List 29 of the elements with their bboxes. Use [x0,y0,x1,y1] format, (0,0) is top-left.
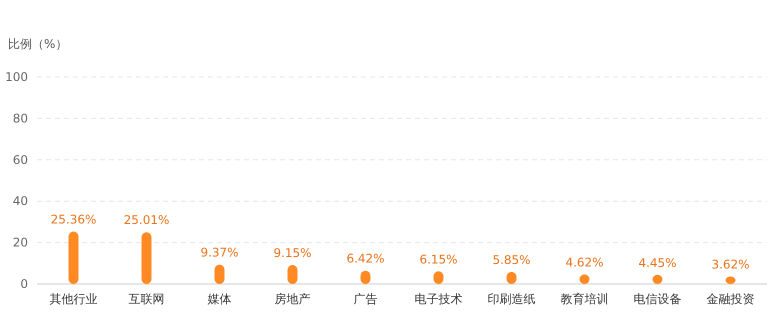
y-tick-label: 40 [12,194,28,208]
x-tick-label: 互联网 [128,292,164,306]
data-label: 9.37% [200,246,239,260]
data-label: 4.45% [638,256,677,270]
x-tick-label: 教育培训 [560,292,608,306]
x-tick-label: 电信设备 [634,292,682,306]
x-tick-label: 金融投资 [706,292,754,306]
data-label: 5.85% [492,252,531,267]
y-tick-label: 0 [20,277,28,291]
data-label: 25.01% [124,213,170,228]
y-tick-label: 60 [12,152,28,167]
x-tick-label: 房地产 [274,292,310,306]
data-label: 4.62% [565,255,604,270]
x-tick-label: 印刷造纸 [488,292,536,306]
x-tick-label: 其他行业 [50,292,98,306]
y-axis-title: 比例（%） [8,37,68,51]
data-label: 6.42% [346,252,385,266]
x-tick-label: 广告 [354,292,378,306]
x-tick-label: 媒体 [208,292,232,306]
bar [142,232,152,284]
y-tick-label: 80 [12,111,28,126]
data-label: 25.36% [50,212,96,227]
bar [68,232,78,284]
y-tick-label: 20 [12,236,28,250]
data-label: 9.15% [273,246,312,260]
data-label: 3.62% [711,258,750,272]
x-tick-label: 电子技术 [414,292,462,306]
data-label: 6.15% [419,252,458,266]
y-tick-label: 100 [5,70,28,84]
